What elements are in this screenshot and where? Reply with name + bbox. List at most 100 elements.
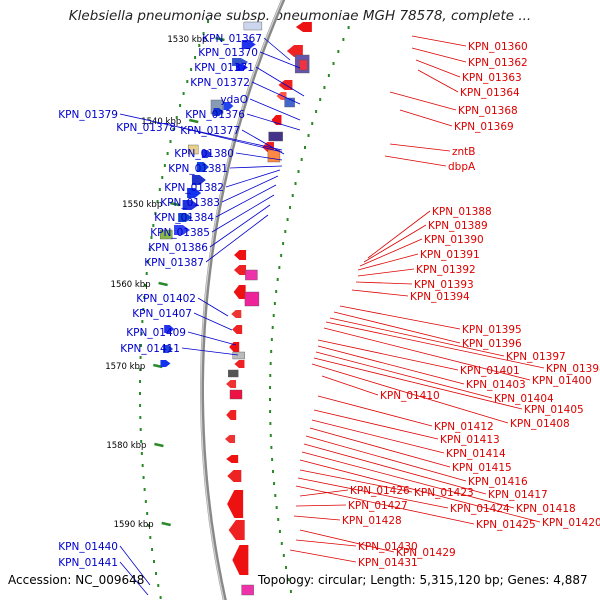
gene-label-right[interactable]: KPN_01415 (452, 462, 512, 474)
gene-label-left[interactable]: KPN_01387 (144, 257, 204, 269)
gene-box[interactable] (187, 144, 199, 155)
gene-arrow[interactable] (233, 285, 246, 299)
gene-box[interactable] (228, 369, 239, 378)
gene-arrow[interactable] (231, 310, 242, 318)
gene-label-left[interactable]: KPN_01402 (136, 293, 196, 305)
gene-label-right[interactable]: KPN_01401 (460, 365, 520, 377)
gene-arrow[interactable] (160, 360, 171, 367)
gene-label-right[interactable]: KPN_01429 (396, 547, 456, 559)
gene-label-left[interactable]: KPN_01411 (120, 343, 180, 355)
gene-label-right[interactable]: KPN_01390 (424, 234, 484, 246)
gene-label-left[interactable]: KPN_01371 (194, 62, 254, 74)
gene-arrow[interactable] (226, 380, 237, 388)
gene-label-right[interactable]: KPN_01410 (380, 390, 440, 402)
gene-box[interactable] (229, 389, 243, 400)
gene-label-right[interactable]: KPN_01412 (434, 421, 494, 433)
gene-label-right[interactable]: KPN_01405 (524, 404, 584, 416)
gene-arrow[interactable] (286, 45, 303, 57)
gene-box[interactable] (159, 229, 173, 240)
gene-arrow[interactable] (187, 188, 202, 198)
gene-label-right[interactable]: KPN_01362 (468, 57, 528, 69)
gene-arrow[interactable] (234, 360, 245, 368)
gene-label-right[interactable]: KPN_01403 (466, 379, 526, 391)
gene-label-right[interactable]: KPN_01398 (546, 363, 600, 375)
gene-label-right[interactable]: KPN_01424 (450, 503, 510, 515)
gene-label-right[interactable]: KPN_01425 (476, 519, 536, 531)
gene-arrow[interactable] (174, 225, 191, 235)
gene-label-right[interactable]: KPN_01427 (348, 500, 408, 512)
gene-label-left[interactable]: KPN_01378 (116, 122, 176, 134)
gene-box[interactable] (268, 131, 283, 142)
gene-label-left[interactable]: ydaO (220, 94, 248, 106)
gene-label-right[interactable]: KPN_01363 (462, 72, 522, 84)
gene-arrow[interactable] (191, 175, 206, 185)
gene-box[interactable] (245, 269, 258, 281)
gene-arrow[interactable] (227, 490, 244, 518)
gene-arrow[interactable] (228, 520, 245, 540)
gene-label-right[interactable]: KPN_01395 (462, 324, 522, 336)
gene-label-left[interactable]: KPN_01377 (180, 125, 240, 137)
gene-box[interactable] (244, 291, 260, 307)
gene-label-right[interactable]: KPN_01388 (432, 206, 492, 218)
gene-label-left[interactable]: KPN_01367 (202, 33, 262, 45)
gene-label-left[interactable]: KPN_01376 (185, 109, 245, 121)
gene-label-left[interactable]: KPN_01382 (164, 182, 224, 194)
gene-label-left[interactable]: KPN_01381 (168, 163, 228, 175)
gene-arrow[interactable] (225, 435, 236, 443)
gene-arrow[interactable] (229, 342, 240, 352)
gene-box[interactable] (267, 149, 281, 163)
gene-label-right[interactable]: KPN_01400 (532, 375, 592, 387)
gene-label-left[interactable]: KPN_01409 (126, 327, 186, 339)
gene-arrow[interactable] (241, 40, 256, 49)
gene-label-right[interactable]: KPN_01392 (416, 264, 476, 276)
gene-label-right[interactable]: KPN_01416 (468, 476, 528, 488)
gene-label-right[interactable]: KPN_01397 (506, 351, 566, 363)
gene-label-right[interactable]: zntB (452, 146, 476, 158)
gene-arrow[interactable] (223, 102, 234, 110)
gene-label-right[interactable]: KPN_01430 (358, 541, 418, 553)
gene-label-left[interactable]: KPN_01441 (58, 557, 118, 569)
gene-label-left[interactable]: KPN_01383 (160, 197, 220, 209)
gene-arrow[interactable] (295, 22, 312, 32)
gene-box[interactable] (241, 584, 254, 596)
gene-label-right[interactable]: KPN_01423 (414, 487, 474, 499)
gene-label-right[interactable]: KPN_01414 (446, 448, 506, 460)
gene-label-right[interactable]: KPN_01389 (428, 220, 488, 232)
gene-label-left[interactable]: KPN_01379 (58, 109, 118, 121)
gene-label-left[interactable]: KPN_01385 (150, 227, 210, 239)
gene-label-left[interactable]: KPN_01380 (174, 148, 234, 160)
gene-label-right[interactable]: KPN_01396 (462, 338, 522, 350)
gene-arrow[interactable] (182, 200, 199, 210)
gene-label-right[interactable]: KPN_01408 (510, 418, 570, 430)
gene-label-left[interactable]: KPN_01440 (58, 541, 118, 553)
gene-arrow[interactable] (196, 162, 209, 172)
gene-label-right[interactable]: KPN_01364 (460, 87, 520, 99)
gene-box[interactable] (232, 351, 245, 360)
gene-label-left[interactable]: KPN_01384 (154, 212, 214, 224)
gene-label-right[interactable]: KPN_01393 (414, 279, 474, 291)
gene-label-right[interactable]: KPN_01391 (420, 249, 480, 261)
gene-label-right[interactable]: KPN_01426 (350, 485, 410, 497)
gene-label-right[interactable]: KPN_01428 (342, 515, 402, 527)
gene-box[interactable] (284, 97, 295, 108)
gene-label-left[interactable]: KPN_01407 (132, 308, 192, 320)
gene-arrow[interactable] (234, 265, 247, 275)
gene-label-right[interactable]: dbpA (448, 161, 476, 173)
gene-label-right[interactable]: KPN_01417 (488, 489, 548, 501)
gene-arrow[interactable] (271, 115, 282, 125)
gene-arrow[interactable] (201, 150, 212, 158)
gene-label-right[interactable]: KPN_01418 (516, 503, 576, 515)
gene-label-left[interactable]: KPN_01386 (148, 242, 208, 254)
gene-arrow[interactable] (178, 213, 193, 222)
gene-label-left[interactable]: KPN_01370 (198, 47, 258, 59)
gene-arrow[interactable] (213, 108, 224, 116)
gene-label-right[interactable]: KPN_01394 (410, 291, 470, 303)
gene-arrow[interactable] (226, 455, 239, 463)
gene-arrow[interactable] (232, 545, 249, 575)
gene-label-right[interactable]: KPN_01404 (494, 393, 554, 405)
gene-label-right[interactable]: KPN_01431 (358, 557, 418, 569)
gene-arrow[interactable] (227, 470, 242, 482)
gene-label-right[interactable]: KPN_01360 (468, 41, 528, 53)
gene-label-left[interactable]: KPN_01372 (190, 77, 250, 89)
